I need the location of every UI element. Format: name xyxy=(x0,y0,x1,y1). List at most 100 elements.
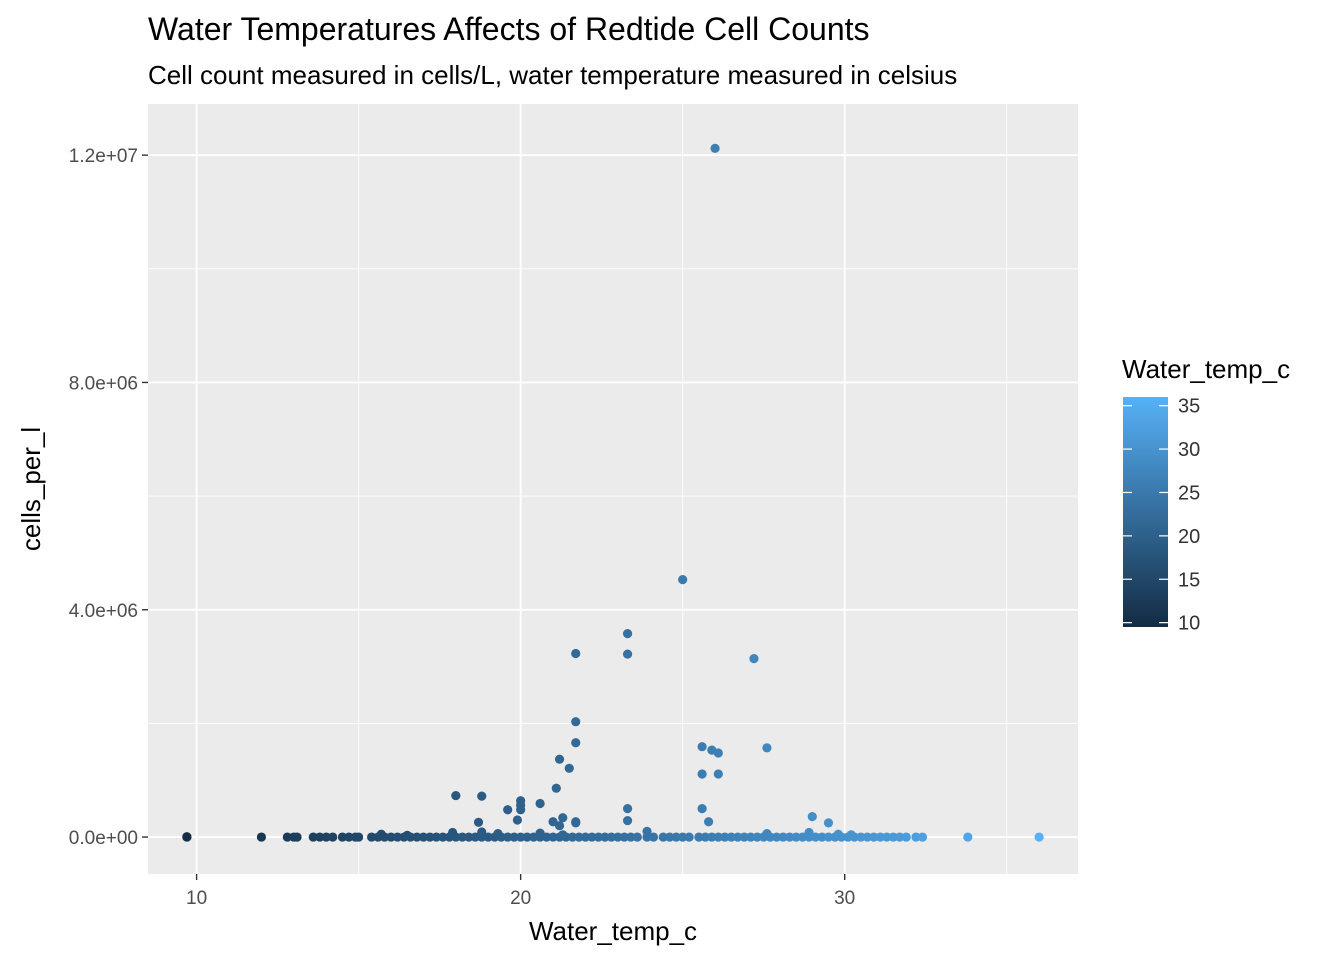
legend-tick-label: 20 xyxy=(1178,526,1200,548)
data-point xyxy=(344,832,354,842)
data-point xyxy=(833,829,843,839)
plot-panel xyxy=(148,104,1078,874)
data-point xyxy=(762,829,772,839)
data-point xyxy=(354,832,364,842)
data-point xyxy=(888,832,898,842)
data-point xyxy=(606,832,616,842)
data-point xyxy=(807,812,817,822)
data-point xyxy=(425,832,435,842)
data-point xyxy=(574,832,584,842)
data-point xyxy=(804,827,814,838)
data-point xyxy=(856,832,866,842)
data-point xyxy=(678,832,688,842)
data-point xyxy=(451,790,461,801)
data-point xyxy=(632,832,642,842)
data-point xyxy=(516,796,526,806)
data-point xyxy=(477,827,487,837)
data-point xyxy=(817,832,827,842)
data-point xyxy=(963,832,973,842)
data-point xyxy=(548,832,558,842)
data-point xyxy=(571,648,581,659)
data-point xyxy=(182,832,192,842)
data-point xyxy=(665,832,675,842)
data-point xyxy=(503,832,513,842)
data-point xyxy=(626,832,636,842)
data-point xyxy=(1034,832,1044,842)
data-point xyxy=(457,832,467,842)
chart-subtitle: Cell count measured in cells/L, water te… xyxy=(148,60,957,90)
data-point xyxy=(412,832,422,842)
data-point xyxy=(762,743,772,753)
data-point xyxy=(911,832,921,842)
data-point xyxy=(447,827,458,838)
data-point xyxy=(823,832,834,842)
data-point xyxy=(700,832,710,842)
data-point xyxy=(308,832,318,842)
data-point xyxy=(315,832,325,842)
data-point xyxy=(875,832,885,842)
chart-title: Water Temperatures Affects of Redtide Ce… xyxy=(148,11,870,47)
data-point xyxy=(622,629,633,639)
data-point xyxy=(749,654,759,664)
data-point xyxy=(551,783,561,793)
data-point xyxy=(726,832,736,842)
x-axis-ticks: 10 20 30 xyxy=(186,874,855,909)
legend-tick-label: 10 xyxy=(1178,613,1200,635)
data-point xyxy=(622,649,633,659)
data-point xyxy=(470,832,480,842)
data-point xyxy=(703,817,714,827)
data-point xyxy=(418,832,429,842)
data-point xyxy=(917,832,928,842)
legend-colorbar xyxy=(1123,397,1168,627)
data-point xyxy=(642,826,652,836)
y-tick-label: 1.2e+07 xyxy=(69,146,138,167)
data-point xyxy=(648,832,659,842)
legend-ticks: 10 15 20 25 30 35 xyxy=(1123,396,1200,635)
data-point xyxy=(535,798,545,809)
data-point xyxy=(554,754,565,764)
data-point xyxy=(746,832,756,842)
data-point xyxy=(823,818,834,828)
data-point xyxy=(282,832,292,842)
data-point xyxy=(292,832,302,842)
data-point xyxy=(846,830,856,840)
data-point xyxy=(901,832,911,842)
x-axis-title: Water_temp_c xyxy=(529,916,697,946)
data-point xyxy=(571,717,581,727)
data-point xyxy=(493,829,503,839)
data-point xyxy=(622,804,633,814)
data-point xyxy=(797,832,808,842)
data-point xyxy=(678,575,688,585)
data-point xyxy=(697,804,707,814)
data-point xyxy=(600,832,610,842)
data-point xyxy=(473,817,484,827)
data-point xyxy=(613,832,623,842)
data-point xyxy=(512,815,523,825)
data-point xyxy=(772,832,782,842)
data-point xyxy=(464,832,474,842)
data-point xyxy=(402,830,412,840)
data-point xyxy=(619,832,629,842)
data-point xyxy=(337,832,348,842)
legend-tick-label: 30 xyxy=(1178,439,1200,461)
data-point xyxy=(587,832,597,842)
data-point xyxy=(567,832,578,842)
legend-title: Water_temp_c xyxy=(1122,354,1290,384)
data-point xyxy=(713,769,723,779)
data-point xyxy=(791,832,801,842)
y-axis-title: cells_per_l xyxy=(16,427,46,551)
data-point xyxy=(376,829,386,839)
data-point xyxy=(431,832,441,842)
data-point xyxy=(483,832,493,842)
y-tick-label: 8.0e+06 xyxy=(69,373,138,394)
data-point xyxy=(593,832,604,842)
data-point xyxy=(535,828,545,838)
data-point xyxy=(516,832,526,842)
data-point xyxy=(895,832,905,842)
data-point xyxy=(366,832,377,842)
data-point xyxy=(503,805,513,815)
minor-gridlines xyxy=(148,104,1078,874)
data-point xyxy=(671,832,681,842)
data-point xyxy=(438,832,448,842)
